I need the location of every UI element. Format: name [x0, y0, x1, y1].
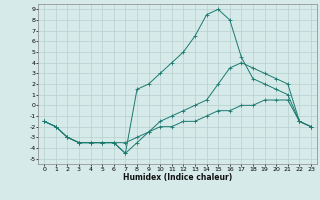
X-axis label: Humidex (Indice chaleur): Humidex (Indice chaleur) — [123, 173, 232, 182]
